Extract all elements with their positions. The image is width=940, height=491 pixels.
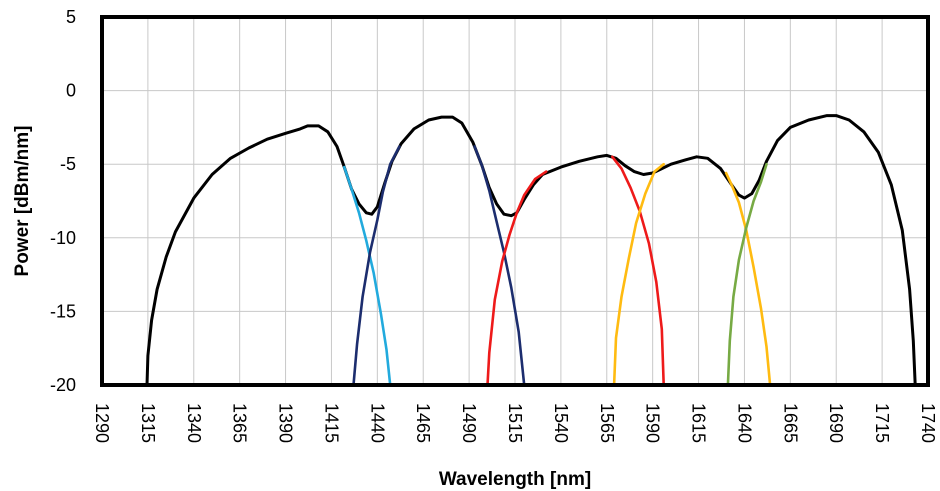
x-tick-label: 1740	[918, 403, 938, 443]
x-tick-label: 1515	[505, 403, 525, 443]
x-tick-label: 1615	[689, 403, 709, 443]
y-tick-label: -15	[50, 301, 76, 321]
x-axis-title: Wavelength [nm]	[439, 469, 591, 490]
x-tick-label: 1315	[138, 403, 158, 443]
x-tick-label: 1690	[826, 403, 846, 443]
y-tick-label: -5	[60, 154, 76, 174]
x-tick-label: 1390	[276, 403, 296, 443]
grid-lines	[101, 16, 929, 386]
series-line-0	[145, 114, 917, 387]
y-axis-title: Power [dBm/nm]	[12, 126, 33, 277]
x-tick-label: 1415	[321, 403, 341, 443]
x-tick-label: 1365	[230, 403, 250, 443]
x-tick-labels: 1290 1315 1340 1365 1390 1415 1440 1465 1490 1515…	[92, 403, 938, 443]
x-tick-label: 1640	[734, 403, 754, 443]
plot-frame	[100, 15, 930, 387]
x-tick-label: 1465	[413, 403, 433, 443]
series-line-6	[612, 162, 665, 387]
x-tick-label: 1290	[92, 403, 112, 443]
y-tick-label: -20	[50, 375, 76, 395]
x-tick-label: 1665	[780, 403, 800, 443]
series-line-7	[724, 171, 772, 387]
x-tick-label: 1715	[872, 403, 892, 443]
spectrum-series	[145, 114, 917, 387]
y-tick-labels: 5 0 -5 -10 -15 -20	[50, 7, 76, 395]
x-tick-label: 1565	[597, 403, 617, 443]
y-tick-label: 0	[66, 81, 76, 101]
series-line-8	[726, 162, 768, 387]
x-tick-label: 1340	[184, 403, 204, 443]
series-line-5	[611, 155, 665, 387]
series-line-4	[486, 170, 548, 387]
x-tick-label: 1540	[551, 403, 571, 443]
y-tick-label: -10	[50, 228, 76, 248]
series-line-3	[473, 145, 526, 387]
y-tick-label: 5	[66, 7, 76, 27]
x-tick-label: 1590	[643, 403, 663, 443]
x-tick-label: 1490	[459, 403, 479, 443]
series-line-2	[352, 145, 401, 387]
x-tick-label: 1440	[367, 403, 387, 443]
